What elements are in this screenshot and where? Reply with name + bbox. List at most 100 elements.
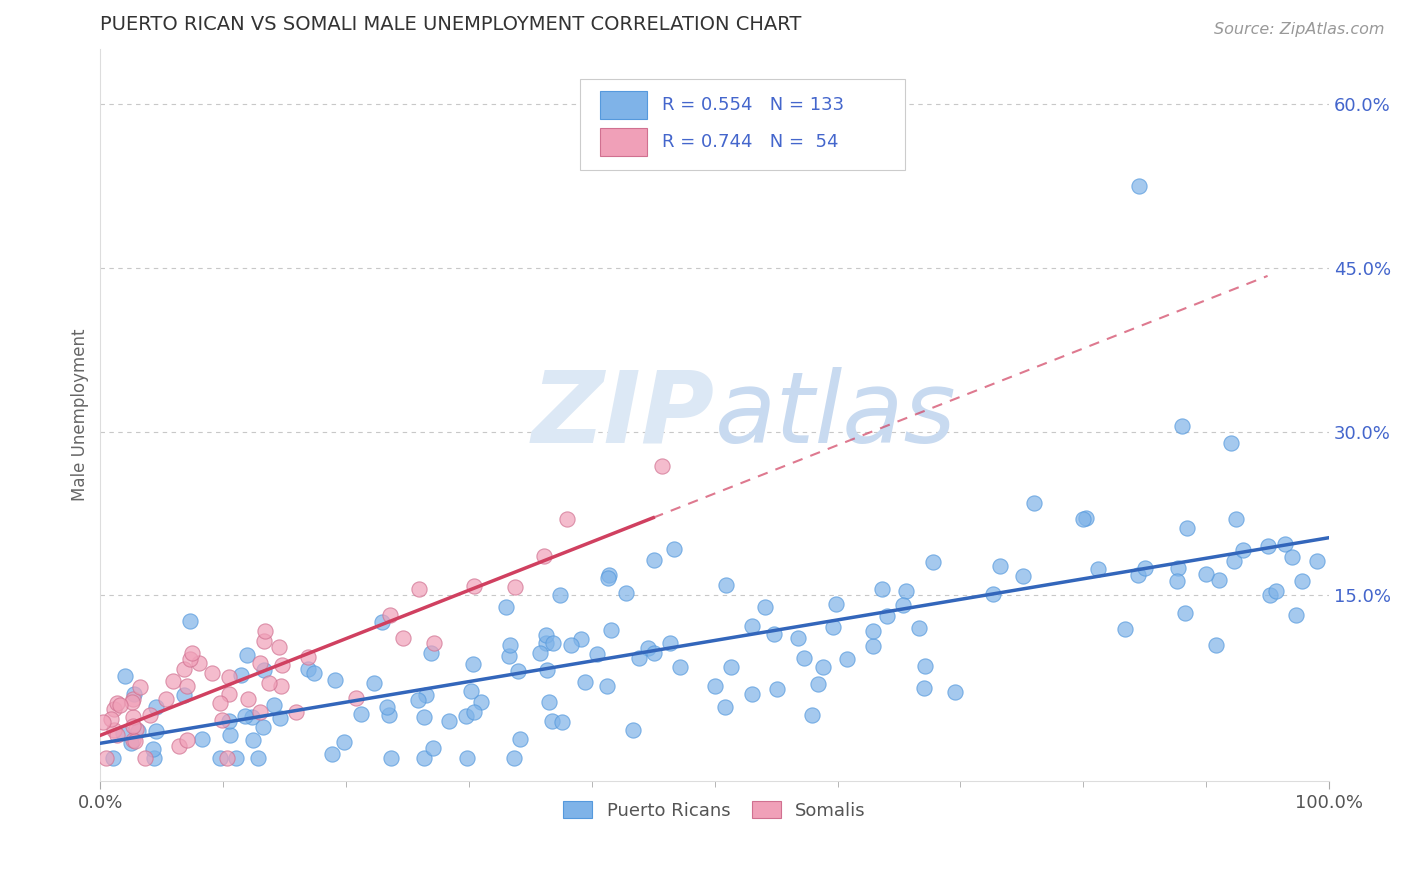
Point bbox=[233, 709, 256, 723]
Point bbox=[173, 662, 195, 676]
Point bbox=[252, 720, 274, 734]
Point bbox=[122, 710, 145, 724]
Point bbox=[125, 722, 148, 736]
Point bbox=[704, 679, 727, 693]
Point bbox=[1281, 550, 1303, 565]
Point bbox=[94, 751, 117, 765]
Point bbox=[454, 709, 477, 723]
Point bbox=[862, 640, 884, 654]
Point bbox=[574, 674, 596, 689]
Point bbox=[534, 628, 557, 642]
Point bbox=[380, 608, 402, 623]
Point bbox=[219, 727, 242, 741]
Point bbox=[173, 689, 195, 703]
Point bbox=[509, 731, 531, 746]
Point bbox=[176, 679, 198, 693]
Point bbox=[596, 571, 619, 585]
Point bbox=[825, 598, 848, 612]
Point bbox=[1208, 573, 1230, 587]
Point bbox=[423, 635, 446, 649]
Point bbox=[120, 736, 142, 750]
Point bbox=[534, 636, 557, 650]
Point bbox=[380, 751, 402, 765]
Point bbox=[658, 636, 681, 650]
Point bbox=[1274, 536, 1296, 550]
Point bbox=[714, 700, 737, 714]
Point bbox=[304, 666, 326, 681]
Point bbox=[754, 600, 776, 615]
Point bbox=[1133, 561, 1156, 575]
Point bbox=[461, 657, 484, 671]
Point bbox=[122, 687, 145, 701]
Point bbox=[536, 663, 558, 677]
Point bbox=[616, 585, 638, 599]
Point bbox=[460, 684, 482, 698]
Point bbox=[876, 608, 898, 623]
Point bbox=[793, 651, 815, 665]
Point bbox=[344, 691, 367, 706]
Point bbox=[419, 647, 441, 661]
Point bbox=[1285, 608, 1308, 623]
Point bbox=[463, 705, 485, 719]
Point bbox=[422, 740, 444, 755]
Point bbox=[621, 723, 644, 737]
Point bbox=[297, 649, 319, 664]
Point bbox=[105, 696, 128, 710]
Point bbox=[145, 699, 167, 714]
Point bbox=[529, 647, 551, 661]
Point bbox=[891, 599, 914, 613]
Point bbox=[921, 555, 943, 569]
Point bbox=[555, 512, 578, 526]
Point bbox=[506, 664, 529, 678]
Point bbox=[363, 675, 385, 690]
Point bbox=[122, 732, 145, 747]
Point bbox=[1126, 568, 1149, 582]
Point bbox=[643, 553, 665, 567]
Point bbox=[1076, 511, 1098, 525]
FancyBboxPatch shape bbox=[600, 128, 647, 155]
Point bbox=[821, 620, 844, 634]
Point bbox=[595, 679, 617, 693]
Point bbox=[392, 631, 415, 645]
Point bbox=[651, 458, 673, 473]
Point bbox=[91, 715, 114, 730]
Point bbox=[800, 707, 823, 722]
Point bbox=[240, 710, 263, 724]
Point bbox=[912, 681, 935, 695]
Point bbox=[350, 707, 373, 722]
Point bbox=[470, 695, 492, 709]
Point bbox=[762, 627, 785, 641]
Point bbox=[179, 652, 201, 666]
Point bbox=[533, 549, 555, 563]
Point bbox=[662, 542, 685, 557]
Point bbox=[1128, 178, 1150, 193]
Point bbox=[894, 583, 917, 598]
Point bbox=[1264, 584, 1286, 599]
Point bbox=[167, 739, 190, 753]
Point bbox=[503, 580, 526, 594]
Point bbox=[191, 732, 214, 747]
Point bbox=[215, 751, 238, 765]
Point bbox=[242, 733, 264, 747]
Point bbox=[187, 656, 209, 670]
Point bbox=[323, 673, 346, 688]
Point bbox=[208, 696, 231, 710]
Point bbox=[201, 665, 224, 680]
Point bbox=[103, 723, 125, 737]
Point bbox=[1087, 562, 1109, 576]
Point bbox=[463, 579, 485, 593]
Point bbox=[257, 675, 280, 690]
Point bbox=[181, 646, 204, 660]
Point bbox=[246, 750, 269, 764]
Point bbox=[127, 724, 149, 739]
Point bbox=[537, 696, 560, 710]
Point bbox=[122, 691, 145, 706]
Point bbox=[176, 733, 198, 747]
Text: PUERTO RICAN VS SOMALI MALE UNEMPLOYMENT CORRELATION CHART: PUERTO RICAN VS SOMALI MALE UNEMPLOYMENT… bbox=[100, 15, 801, 34]
Point bbox=[1306, 554, 1329, 568]
Point bbox=[637, 640, 659, 655]
Point bbox=[586, 647, 609, 661]
Point bbox=[598, 567, 620, 582]
Point bbox=[253, 634, 276, 648]
Text: Source: ZipAtlas.com: Source: ZipAtlas.com bbox=[1215, 22, 1385, 37]
